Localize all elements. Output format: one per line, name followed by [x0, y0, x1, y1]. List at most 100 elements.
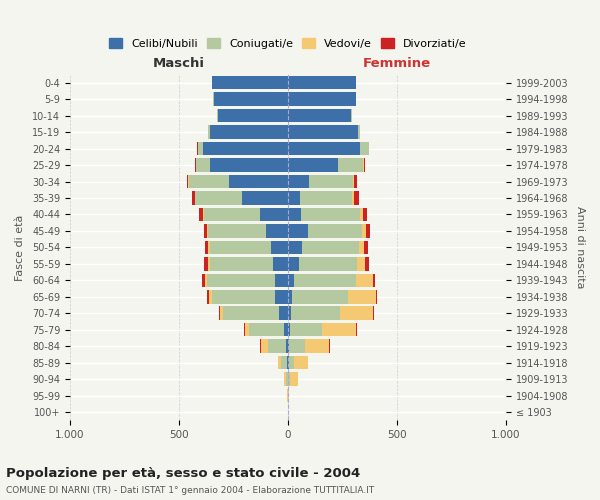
Bar [208, 126, 209, 139]
Bar [288, 109, 351, 122]
Text: Popolazione per età, sesso e stato civile - 2004: Popolazione per età, sesso e stato civil… [6, 467, 360, 480]
Bar [204, 257, 208, 270]
Bar [209, 158, 288, 172]
Bar [356, 257, 365, 270]
Bar [308, 175, 353, 188]
Bar [288, 208, 301, 221]
Bar [290, 323, 322, 336]
Bar [288, 323, 290, 336]
Bar [292, 290, 348, 304]
Bar [223, 306, 279, 320]
Bar [196, 158, 209, 172]
Bar [351, 109, 352, 122]
Bar [289, 372, 290, 386]
Bar [199, 208, 203, 221]
Bar [363, 158, 364, 172]
Bar [286, 372, 287, 386]
Bar [268, 340, 286, 353]
Bar [358, 126, 360, 139]
Bar [364, 158, 365, 172]
Bar [340, 306, 373, 320]
Bar [278, 356, 281, 370]
Bar [373, 274, 375, 287]
Bar [301, 208, 360, 221]
Bar [295, 274, 356, 287]
Bar [209, 257, 272, 270]
Bar [205, 240, 208, 254]
Bar [367, 224, 370, 237]
Bar [191, 191, 195, 204]
Bar [244, 323, 245, 336]
Bar [288, 126, 358, 139]
Bar [290, 372, 298, 386]
Bar [208, 240, 209, 254]
Bar [356, 274, 373, 287]
Bar [245, 323, 249, 336]
Bar [302, 240, 359, 254]
Bar [261, 340, 268, 353]
Bar [360, 142, 368, 156]
Bar [359, 240, 364, 254]
Bar [352, 191, 354, 204]
Bar [208, 257, 209, 270]
Y-axis label: Fasce di età: Fasce di età [15, 214, 25, 280]
Bar [362, 224, 367, 237]
Bar [275, 274, 288, 287]
Bar [288, 274, 295, 287]
Bar [209, 240, 271, 254]
Bar [217, 109, 218, 122]
Bar [288, 191, 300, 204]
Bar [212, 76, 288, 90]
Bar [187, 175, 188, 188]
Bar [189, 175, 229, 188]
Bar [284, 323, 288, 336]
Bar [203, 208, 204, 221]
Bar [219, 306, 220, 320]
Legend: Celibi/Nubili, Coniugati/e, Vedovi/e, Divorziati/e: Celibi/Nubili, Coniugati/e, Vedovi/e, Di… [106, 35, 470, 52]
Bar [308, 224, 362, 237]
Bar [338, 158, 363, 172]
Bar [289, 356, 295, 370]
Bar [288, 290, 292, 304]
Bar [289, 340, 305, 353]
Bar [284, 372, 286, 386]
Bar [266, 224, 288, 237]
Bar [288, 142, 360, 156]
Bar [204, 208, 260, 221]
Bar [363, 208, 367, 221]
Bar [291, 306, 340, 320]
Bar [212, 290, 275, 304]
Bar [354, 191, 359, 204]
Bar [288, 175, 308, 188]
Bar [196, 191, 242, 204]
Bar [373, 306, 374, 320]
Bar [300, 191, 352, 204]
Bar [288, 76, 356, 90]
Bar [355, 175, 357, 188]
Bar [208, 290, 209, 304]
Bar [288, 158, 338, 172]
Bar [353, 175, 355, 188]
Bar [214, 92, 288, 106]
Bar [288, 356, 289, 370]
Bar [360, 208, 363, 221]
Bar [202, 274, 205, 287]
Bar [205, 274, 208, 287]
Bar [204, 224, 208, 237]
Bar [271, 240, 288, 254]
Bar [272, 257, 288, 270]
Bar [288, 224, 308, 237]
Bar [348, 290, 376, 304]
Text: COMUNE DI NARNI (TR) - Dati ISTAT 1° gennaio 2004 - Elaborazione TUTTITALIA.IT: COMUNE DI NARNI (TR) - Dati ISTAT 1° gen… [6, 486, 374, 495]
Bar [295, 356, 308, 370]
Bar [208, 224, 266, 237]
Bar [376, 290, 377, 304]
Bar [288, 306, 291, 320]
Y-axis label: Anni di nascita: Anni di nascita [575, 206, 585, 288]
Bar [364, 240, 368, 254]
Bar [286, 340, 288, 353]
Bar [288, 340, 289, 353]
Bar [305, 340, 329, 353]
Text: Maschi: Maschi [153, 56, 205, 70]
Bar [365, 257, 369, 270]
